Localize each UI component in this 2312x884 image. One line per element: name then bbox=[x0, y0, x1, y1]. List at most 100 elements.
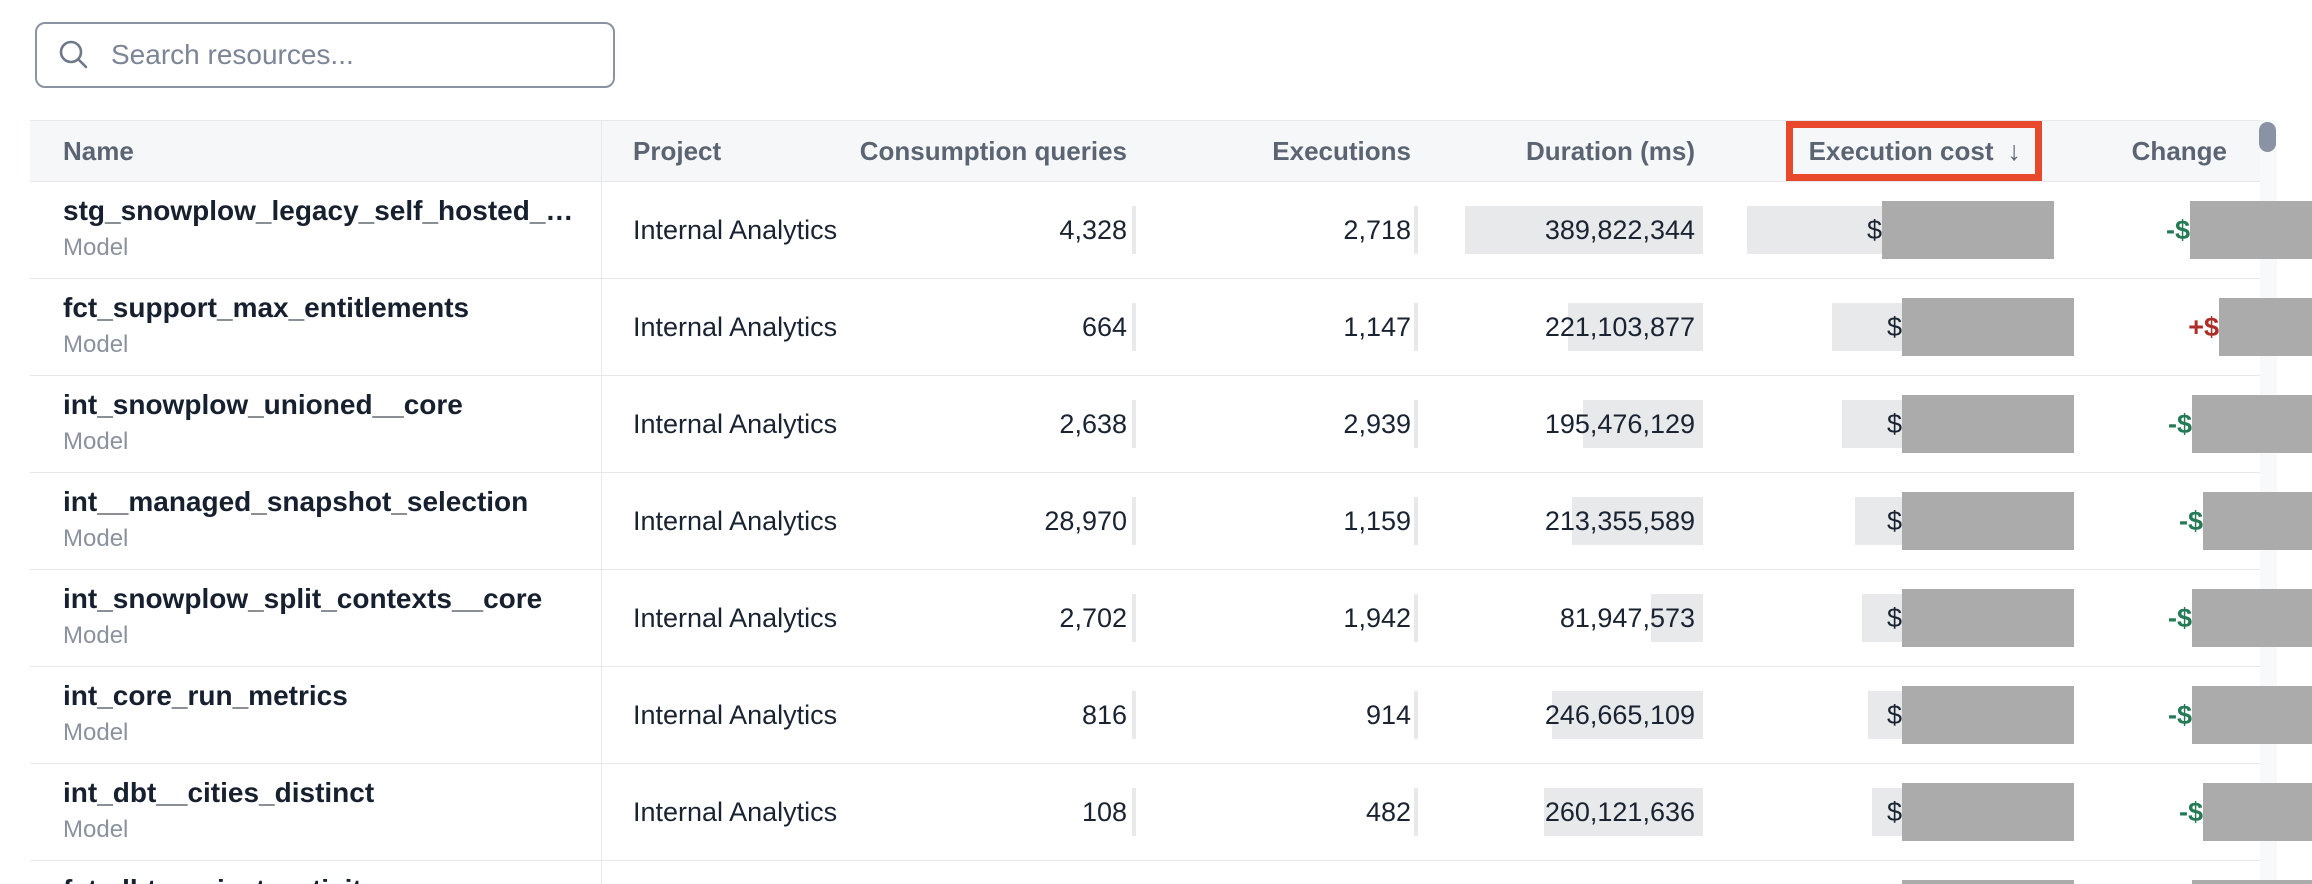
scrollbar-thumb[interactable] bbox=[2259, 122, 2276, 152]
resource-name-link[interactable]: int_core_run_metrics bbox=[63, 680, 348, 711]
consumption-queries-cell: 664 bbox=[847, 279, 1147, 375]
execution-cost-cell: $ bbox=[1728, 570, 2100, 666]
change-cell: -$ bbox=[2100, 667, 2312, 763]
cost-currency-prefix: $ bbox=[1886, 796, 1902, 827]
change-cell: -$ bbox=[2100, 764, 2312, 860]
value-bar bbox=[1132, 691, 1136, 739]
value-bar bbox=[1414, 594, 1418, 642]
consumption-queries-value: 816 bbox=[1081, 699, 1127, 730]
executions-value: 914 bbox=[1365, 699, 1411, 730]
table-row[interactable]: fct_dbt_project_activity Model bbox=[30, 861, 2312, 884]
table-header-row: Name Project Consumption queries Executi… bbox=[30, 120, 2260, 182]
consumption-queries-cell: 108 bbox=[847, 764, 1147, 860]
resource-name-link[interactable]: fct_dbt_project_activity bbox=[63, 874, 581, 884]
execution-cost-cell: $ bbox=[1728, 279, 2100, 375]
change-redaction-block bbox=[2190, 201, 2312, 259]
change-cell bbox=[2100, 861, 2312, 884]
value-bar bbox=[1132, 594, 1136, 642]
execution-cost-cell: $ bbox=[1728, 182, 2100, 278]
table-row[interactable]: int_snowplow_split_contexts__core Model … bbox=[30, 570, 2312, 667]
change-redaction-block bbox=[2203, 492, 2312, 550]
table-row[interactable]: int_snowplow_unioned__core Model Interna… bbox=[30, 376, 2312, 473]
duration-value: 260,121,636 bbox=[1544, 796, 1695, 827]
resource-name-cell: int_snowplow_split_contexts__core Model bbox=[30, 570, 602, 666]
resource-name-cell: fct_dbt_project_activity Model bbox=[30, 861, 602, 884]
resource-name-link[interactable]: int_dbt__cities_distinct bbox=[63, 777, 375, 808]
column-header-change[interactable]: Change bbox=[2100, 121, 2260, 181]
duration-cell: 221,103,877 bbox=[1436, 279, 1728, 375]
project-cell: Internal Analytics bbox=[633, 311, 838, 342]
consumption-queries-cell: 2,702 bbox=[847, 570, 1147, 666]
resource-type-label: Model bbox=[63, 428, 129, 455]
executions-value: 1,159 bbox=[1343, 505, 1411, 536]
change-currency-prefix: -$ bbox=[2178, 796, 2203, 827]
resource-name-cell: int__managed_snapshot_selection Model bbox=[30, 473, 602, 569]
duration-value-bar bbox=[1544, 788, 1703, 836]
table-body: stg_snowplow_legacy_self_hosted__cor… Mo… bbox=[30, 182, 2312, 884]
duration-value: 221,103,877 bbox=[1544, 311, 1695, 342]
column-header-label: Executions bbox=[1272, 135, 1411, 166]
project-cell: Internal Analytics bbox=[633, 505, 838, 536]
sort-descending-arrow-icon: ↓ bbox=[2007, 135, 2022, 166]
column-header-executions[interactable]: Executions bbox=[1147, 121, 1436, 181]
executions-value: 1,942 bbox=[1343, 602, 1411, 633]
cost-currency-prefix: $ bbox=[1886, 699, 1902, 730]
value-bar bbox=[1414, 303, 1418, 351]
value-bar bbox=[1414, 788, 1418, 836]
resource-type-label: Model bbox=[63, 234, 129, 261]
duration-value: 213,355,589 bbox=[1544, 505, 1695, 536]
change-currency-prefix: +$ bbox=[2188, 311, 2219, 342]
change-redaction-block bbox=[2192, 880, 2312, 884]
execution-cost-cell: $ bbox=[1728, 764, 2100, 860]
cost-value-bar: $ bbox=[1872, 788, 1902, 836]
value-bar bbox=[1132, 303, 1136, 351]
cost-redaction-block bbox=[1902, 589, 2074, 647]
duration-value-bar bbox=[1583, 400, 1703, 448]
resource-name-link[interactable]: int_snowplow_unioned__core bbox=[63, 389, 463, 420]
change-currency-prefix: -$ bbox=[2178, 505, 2203, 536]
project-cell: Internal Analytics bbox=[633, 214, 838, 245]
table-row[interactable]: int__managed_snapshot_selection Model In… bbox=[30, 473, 2312, 570]
resource-name-cell: int_snowplow_unioned__core Model bbox=[30, 376, 602, 472]
executions-cell: 1,159 bbox=[1147, 473, 1436, 569]
cost-currency-prefix: $ bbox=[1886, 602, 1902, 633]
resource-name-link[interactable]: stg_snowplow_legacy_self_hosted__cor… bbox=[63, 195, 581, 226]
cost-value-bar: $ bbox=[1868, 691, 1902, 739]
change-redaction-block bbox=[2192, 589, 2312, 647]
duration-value-bar bbox=[1568, 303, 1703, 351]
table-row[interactable]: int_core_run_metrics Model Internal Anal… bbox=[30, 667, 2312, 764]
table-row[interactable]: fct_support_max_entitlements Model Inter… bbox=[30, 279, 2312, 376]
search-input[interactable] bbox=[109, 23, 593, 87]
column-header-label: Consumption queries bbox=[859, 135, 1127, 166]
cost-value-bar: $ bbox=[1747, 206, 1882, 254]
resource-name-cell: stg_snowplow_legacy_self_hosted__cor… Mo… bbox=[30, 182, 602, 278]
execution-cost-cell: $ bbox=[1728, 376, 2100, 472]
column-header-project[interactable]: Project bbox=[602, 121, 847, 181]
cost-value-bar: $ bbox=[1855, 497, 1902, 545]
cost-redaction-block bbox=[1882, 201, 2054, 259]
resource-name-link[interactable]: int__managed_snapshot_selection bbox=[63, 486, 529, 517]
duration-value-bar bbox=[1552, 691, 1703, 739]
column-header-consumption-queries[interactable]: Consumption queries bbox=[847, 121, 1147, 181]
resource-name-link[interactable]: int_snowplow_split_contexts__core bbox=[63, 583, 543, 614]
resource-name-cell: int_core_run_metrics Model bbox=[30, 667, 602, 763]
column-header-execution-cost[interactable]: Execution cost ↓ bbox=[1728, 121, 2100, 181]
column-header-duration-ms[interactable]: Duration (ms) bbox=[1436, 121, 1728, 181]
change-cell: -$ bbox=[2100, 376, 2312, 472]
duration-cell: 195,476,129 bbox=[1436, 376, 1728, 472]
table-row[interactable]: int_dbt__cities_distinct Model Internal … bbox=[30, 764, 2312, 861]
column-header-name[interactable]: Name bbox=[30, 121, 602, 181]
project-cell: Internal Analytics bbox=[633, 796, 838, 827]
duration-value-bar bbox=[1651, 594, 1703, 642]
executions-cell: 2,939 bbox=[1147, 376, 1436, 472]
executions-cell: 914 bbox=[1147, 667, 1436, 763]
duration-value-bar bbox=[1465, 206, 1703, 254]
column-header-label: Execution cost bbox=[1808, 135, 1994, 166]
value-bar bbox=[1414, 691, 1418, 739]
execution-cost-cell: $ bbox=[1728, 473, 2100, 569]
resource-name-link[interactable]: fct_support_max_entitlements bbox=[63, 292, 470, 323]
resources-table: Name Project Consumption queries Executi… bbox=[30, 120, 2312, 884]
table-row[interactable]: stg_snowplow_legacy_self_hosted__cor… Mo… bbox=[30, 182, 2312, 279]
project-cell: Internal Analytics bbox=[633, 602, 838, 633]
cost-value-bar: $ bbox=[1832, 303, 1902, 351]
